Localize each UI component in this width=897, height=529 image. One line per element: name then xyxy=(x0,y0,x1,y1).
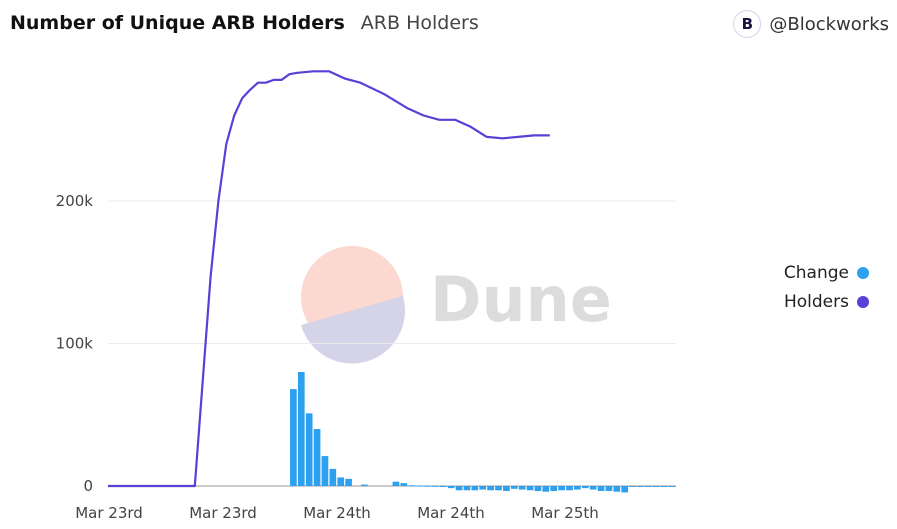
change-bar xyxy=(447,486,455,489)
change-bar xyxy=(400,483,408,486)
y-tick-label: 0 xyxy=(83,477,93,495)
x-tick-label: Mar 23rd xyxy=(189,504,257,522)
change-bar xyxy=(313,429,321,486)
y-axis-ticks: 0 100k 200k xyxy=(56,192,94,495)
change-bar xyxy=(337,477,345,486)
change-bar xyxy=(652,486,660,487)
change-bar xyxy=(558,486,565,491)
change-bar xyxy=(534,486,542,491)
change-bar xyxy=(510,486,518,489)
brand-handle[interactable]: @Blockworks xyxy=(769,13,889,35)
change-bar xyxy=(361,484,368,486)
legend-dot-icon xyxy=(857,266,869,279)
brand-badge[interactable]: B @Blockworks xyxy=(733,10,889,38)
change-bar xyxy=(487,486,494,491)
legend-label-holders: Holders xyxy=(783,291,849,312)
change-bar xyxy=(432,485,439,487)
blockworks-logo-icon: B xyxy=(733,10,762,38)
legend-item-holders[interactable]: Holders xyxy=(784,287,869,316)
y-tick-label: 200k xyxy=(56,192,94,210)
y-tick-label: 100k xyxy=(56,335,94,353)
x-tick-label: Mar 25th xyxy=(531,504,599,522)
change-bar xyxy=(542,486,550,492)
legend-item-change[interactable]: Change xyxy=(784,258,869,287)
change-bar xyxy=(392,481,400,486)
legend-label-change: Change xyxy=(783,262,849,283)
change-bar xyxy=(416,485,423,487)
change-bar xyxy=(455,486,463,491)
chart-title: Number of Unique ARB Holders xyxy=(10,12,345,34)
x-tick-label: Mar 24th xyxy=(303,504,371,522)
change-bar xyxy=(597,486,605,491)
chart-legend: Change Holders xyxy=(784,258,869,316)
legend-dot-icon xyxy=(857,295,869,308)
change-bar xyxy=(629,486,636,487)
change-bar xyxy=(668,486,676,487)
watermark-text: Dune xyxy=(430,263,612,336)
change-bar xyxy=(645,486,652,487)
change-bar xyxy=(321,456,329,486)
change-bar xyxy=(605,486,613,491)
change-bar xyxy=(345,478,352,486)
change-bar xyxy=(621,486,629,493)
change-bar xyxy=(471,486,479,491)
change-bar xyxy=(526,486,534,491)
change-bar xyxy=(479,486,487,490)
holders-line xyxy=(108,70,550,488)
holders-series-line xyxy=(108,70,550,488)
change-bar xyxy=(290,389,297,486)
x-tick-label: Mar 24th xyxy=(417,504,485,522)
change-bar xyxy=(329,468,337,486)
x-axis-ticks: Mar 23rd Mar 23rd Mar 24th Mar 24th Mar 25th xyxy=(75,504,599,522)
chart-subtitle: ARB Holders xyxy=(360,12,479,34)
change-bar xyxy=(660,486,668,487)
chart-grid xyxy=(108,200,676,487)
change-bar xyxy=(424,485,431,487)
change-bar xyxy=(463,486,471,491)
change-bar xyxy=(566,486,573,491)
change-bar xyxy=(503,486,510,491)
change-bar xyxy=(589,486,597,490)
change-bar xyxy=(581,486,589,489)
change-bar xyxy=(297,372,305,486)
chart-header: Number of Unique ARB Holders ARB Holders xyxy=(10,12,479,34)
dune-logo-icon xyxy=(301,246,406,364)
dune-watermark: Dune xyxy=(301,246,612,364)
change-bar xyxy=(574,486,581,490)
change-bar xyxy=(439,486,447,487)
x-tick-label: Mar 23rd xyxy=(75,504,143,522)
change-bar xyxy=(637,486,644,487)
change-bar xyxy=(518,486,526,490)
change-bars xyxy=(290,372,676,493)
change-bar xyxy=(408,485,416,487)
change-bar xyxy=(305,413,313,486)
change-bar xyxy=(550,486,558,491)
change-bar xyxy=(495,486,502,491)
change-bar xyxy=(613,486,621,492)
